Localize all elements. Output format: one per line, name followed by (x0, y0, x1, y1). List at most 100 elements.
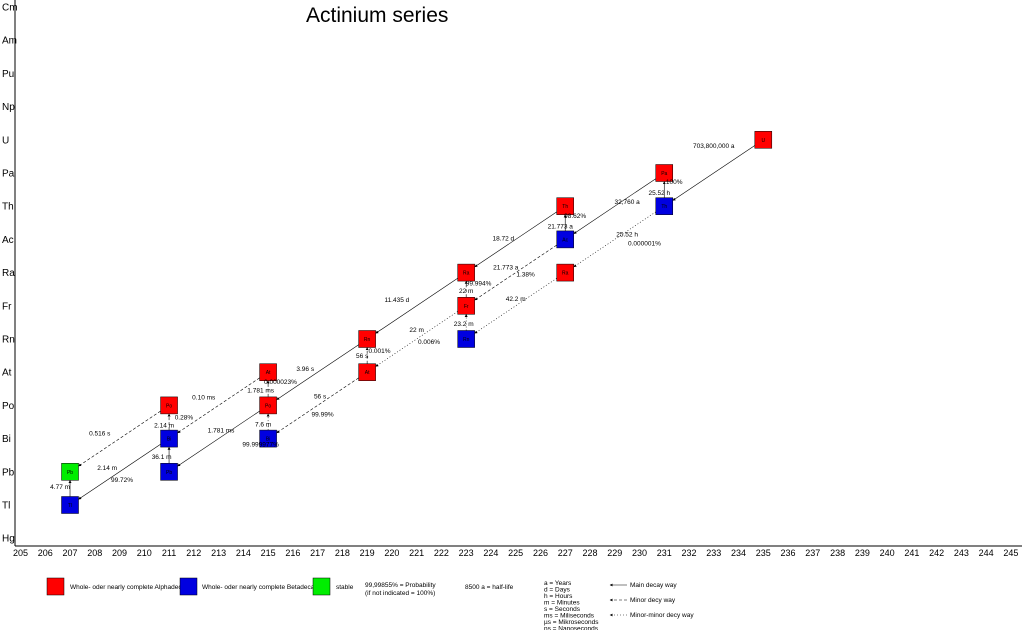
nuclide-label-pb-211: Pb (166, 470, 172, 476)
decay-annotation: 23.2 m (454, 321, 474, 328)
nuclide-at-219 (358, 363, 376, 381)
y-axis-label-ra: Ra (2, 268, 15, 279)
x-axis-label-227: 227 (558, 548, 573, 558)
nuclide-label-pb-207: Pb (67, 470, 73, 476)
x-axis-label-240: 240 (880, 548, 895, 558)
nuclide-label-ra-227: Ra (562, 271, 569, 277)
nuclide-label-ra-223: Ra (463, 271, 470, 277)
legend-unit-item: m = Minutes (544, 600, 580, 607)
nuclide-label-tl-207: Tl (68, 503, 72, 509)
x-axis-label-220: 220 (384, 548, 399, 558)
y-axis-label-np: Np (2, 102, 15, 113)
x-axis-label-207: 207 (63, 548, 78, 558)
decay-arrow-7 (474, 211, 557, 268)
decay-annotation: 99.999977% (242, 442, 279, 449)
nuclide-th-231 (655, 197, 674, 215)
y-axis-label-at: At (2, 368, 12, 379)
legend-unit-item: s = Seconds (544, 606, 581, 613)
decay-arrow-22 (78, 444, 161, 500)
decay-annotation: 0.000001% (628, 240, 661, 247)
nuclide-label-ac-227: Ac (562, 237, 568, 243)
diagram-title: Actinium series (306, 4, 448, 27)
nuclide-ra-227 (556, 263, 574, 282)
decay-annotations: 703,800,000 a 100% 25.52 h 32,760 a 98.62% 21… (50, 143, 735, 491)
nuclide-pb-211 (160, 463, 178, 481)
x-axis-label-226: 226 (533, 548, 548, 558)
nuclide-label-pa-231: Pa (661, 171, 667, 177)
nuclide-u-235 (754, 131, 773, 149)
x-axis-label-216: 216 (285, 548, 300, 558)
decay-annotation: 99.994% (466, 281, 492, 288)
nuclide-at-215 (259, 363, 277, 381)
legend-unit-item: ns = Nanoseconds (544, 626, 599, 630)
decay-annotation: 22 m (459, 288, 473, 295)
x-axis-label-232: 232 (682, 548, 697, 558)
x-axis-label-215: 215 (261, 548, 276, 558)
x-axis-label-242: 242 (929, 548, 944, 558)
y-axis-label-u: U (2, 135, 9, 146)
legend-unit-item: a = Years (544, 580, 572, 587)
decay-annotation: 21.773 a (493, 265, 519, 272)
x-axis-label-219: 219 (360, 548, 375, 558)
y-axis-label-bi: Bi (2, 434, 11, 445)
nuclide-rn-223 (457, 330, 475, 348)
legend-unit-item: µs = Mikroseconds (544, 619, 599, 626)
legend-alpha-swatch (46, 577, 65, 596)
decay-annotation: 21.773 a (548, 223, 574, 230)
decay-annotation: 100% (666, 179, 683, 186)
decay-annotation: 0.28% (175, 414, 194, 421)
decay-annotation: 42.2 m (506, 296, 526, 303)
decay-annotation: 4.77 m (50, 484, 70, 491)
x-axis-label-210: 210 (137, 548, 152, 558)
y-axis-label-pb: Pb (2, 467, 15, 478)
x-axis-label-213: 213 (211, 548, 226, 558)
nuclide-label-bi-215: Bi (266, 437, 270, 443)
x-axis-label-217: 217 (310, 548, 325, 558)
nuclide-fr-223 (457, 297, 475, 315)
decay-annotation: 2.14 m (97, 465, 117, 472)
y-axis-label-po: Po (2, 401, 15, 412)
nuclide-pa-231 (655, 164, 674, 182)
decay-arrow-18 (177, 410, 260, 467)
nuclide-bi-211 (160, 429, 178, 448)
nuclide-label-th-227: Th (562, 204, 568, 210)
x-axis-label-239: 239 (855, 548, 870, 558)
decay-arrow-14 (276, 377, 359, 434)
decay-annotation: 99.72% (111, 477, 133, 484)
decay-annotation: 3.96 s (296, 366, 314, 373)
legend-probability-line2: (if not indicated = 100%) (365, 590, 435, 597)
legend-main-label: Main decay way (630, 582, 677, 589)
decay-annotation: 0.10 ms (192, 394, 216, 401)
decay-annotation: 98.62% (564, 213, 586, 220)
decay-annotation: 99.99% (312, 411, 334, 418)
decay-arrow-9 (375, 311, 458, 367)
decay-annotation: 32,760 a (614, 199, 640, 206)
y-axis-label-th: Th (2, 202, 14, 213)
y-axis-label-tl: Tl (2, 501, 10, 512)
legend-minor-label: Minor decy way (630, 597, 676, 604)
legend-unit-item: d = Days (544, 587, 571, 594)
legend-unit-item: h = Hours (544, 593, 573, 600)
nuclide-label-po-215: Po (265, 403, 271, 409)
x-axis-label-224: 224 (483, 548, 498, 558)
decay-arrow-13 (276, 344, 359, 400)
nuclide-po-211 (160, 396, 178, 415)
decay-annotation: 18.72 d (492, 235, 514, 242)
decay-annotation: 1.781 ms (208, 428, 235, 435)
y-axis-label-cm: Cm (2, 3, 18, 14)
nuclide-tl-207 (61, 496, 79, 514)
y-axis-label-am: Am (2, 36, 17, 47)
legend-unit-item: ms = Miliseconds (544, 613, 595, 620)
y-axis-label-pa: Pa (2, 169, 15, 180)
x-axis-label-205: 205 (13, 548, 28, 558)
y-axis-label-hg: Hg (2, 534, 15, 545)
x-axis-label-244: 244 (979, 548, 994, 558)
legend: Whole- oder nearly complete Alphadecay W… (46, 577, 694, 630)
y-axis-labels: Cm Am Pu Np U Pa Th Ac Ra Fr Rn At Po Bi Pb Tl Hg (2, 3, 18, 545)
nuclide-label-at-215: At (266, 370, 271, 376)
decay-arrow-4 (474, 244, 557, 301)
x-axis-label-229: 229 (607, 548, 622, 558)
x-axis-label-214: 214 (236, 548, 251, 558)
